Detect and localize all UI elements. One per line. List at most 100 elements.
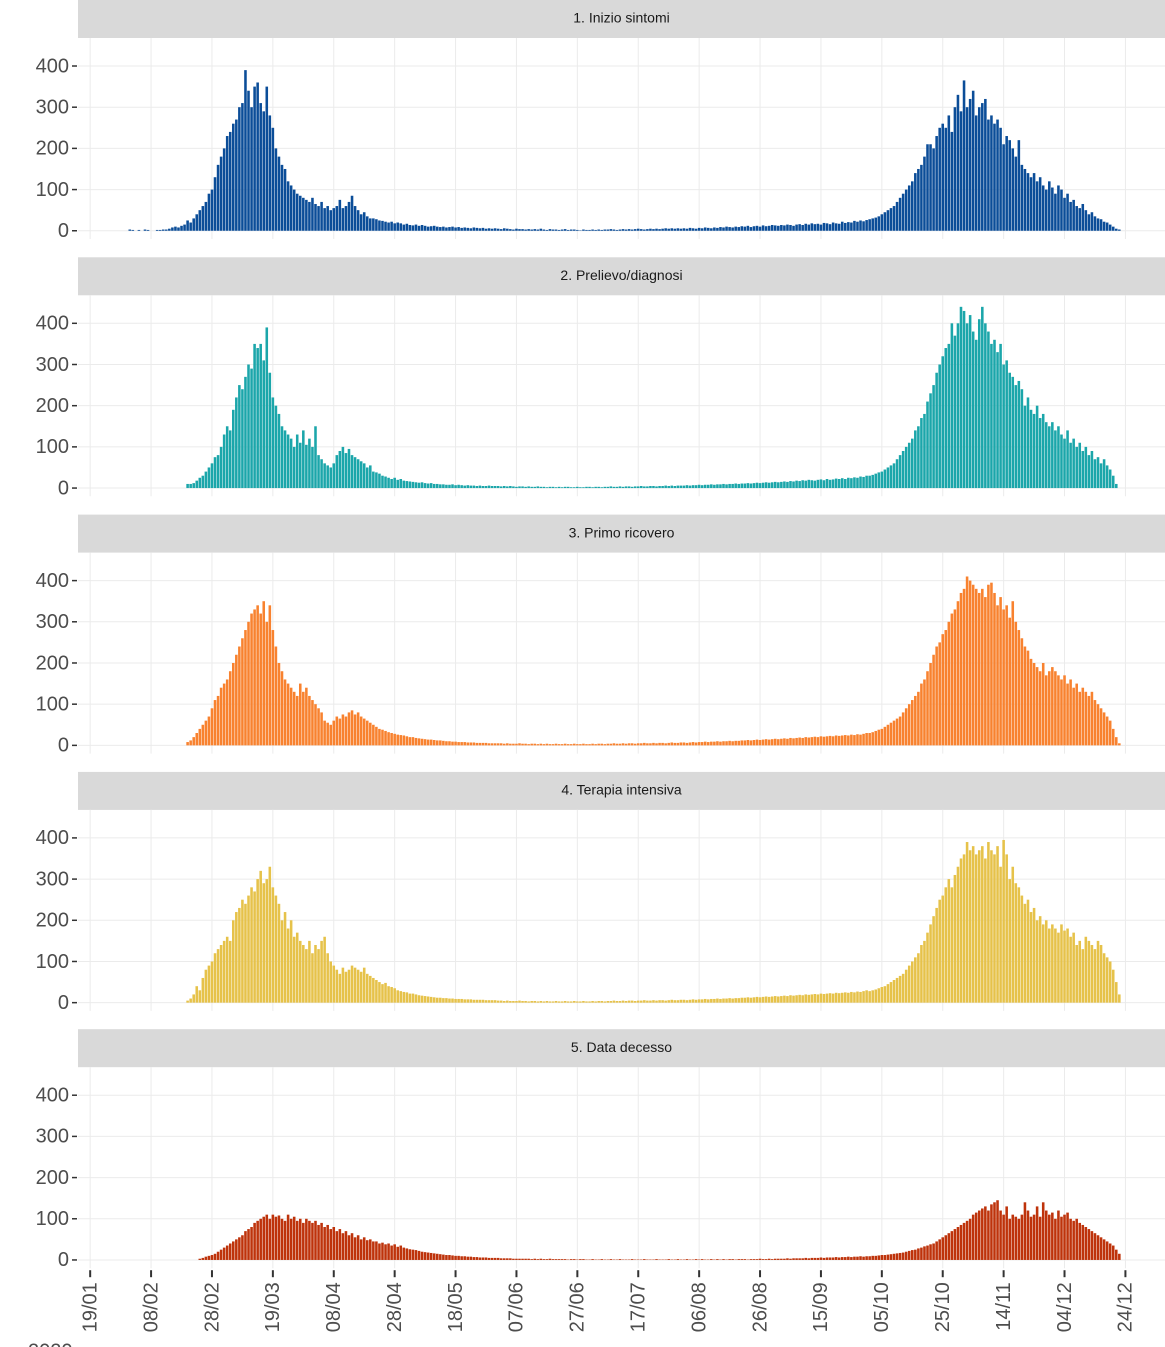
bar (372, 724, 375, 746)
bar (728, 998, 731, 1003)
bar (837, 1257, 841, 1260)
bar (731, 483, 734, 489)
bar (810, 994, 814, 1003)
bar (585, 744, 588, 746)
bar (1038, 177, 1042, 231)
bar (862, 733, 865, 746)
bar (225, 1245, 229, 1260)
bar (850, 1257, 853, 1260)
bar (1057, 932, 1060, 1003)
bar (859, 734, 862, 746)
bar (1044, 675, 1048, 746)
bar (685, 1000, 689, 1003)
bar (588, 229, 591, 231)
bar (554, 229, 558, 231)
bar (923, 1246, 926, 1260)
y-tick-label: 100 (36, 436, 69, 458)
bar (810, 1257, 814, 1260)
y-tick-label: 300 (36, 868, 69, 890)
bar (1118, 1253, 1121, 1260)
bar (1038, 1216, 1042, 1260)
bar (308, 438, 311, 489)
bar (268, 605, 272, 746)
x-tick-label: 08/04 (323, 1282, 345, 1332)
bar (767, 1258, 771, 1260)
bar (347, 969, 351, 1003)
bar (350, 965, 354, 1003)
bar (993, 339, 996, 489)
y-tick-label: 0 (58, 1249, 69, 1271)
bar (317, 949, 320, 1003)
bar (1020, 638, 1024, 746)
bar (643, 742, 646, 746)
bar (761, 482, 765, 489)
bar (825, 223, 829, 231)
bar (1090, 212, 1094, 231)
bar (235, 654, 238, 746)
bar (338, 450, 342, 489)
bar (710, 998, 713, 1003)
bar (417, 482, 421, 489)
bar (923, 940, 926, 1003)
bar (481, 742, 485, 746)
bar (545, 743, 549, 746)
bar (1020, 895, 1024, 1003)
bar (649, 1000, 652, 1003)
bar (302, 430, 305, 489)
bar (244, 1231, 247, 1260)
bar (1066, 193, 1069, 231)
bar (801, 1258, 804, 1260)
bar (856, 221, 859, 231)
bar (1035, 181, 1039, 231)
bar (1102, 953, 1106, 1003)
bar (725, 484, 728, 489)
bar (542, 486, 546, 489)
bar (990, 582, 993, 746)
bar (901, 450, 905, 489)
bar (451, 484, 454, 489)
bar (844, 479, 847, 489)
bar (335, 969, 339, 1003)
bar (1029, 409, 1033, 489)
bar (792, 481, 795, 489)
bar (716, 741, 719, 746)
bar (195, 733, 199, 746)
bar (420, 995, 424, 1003)
bar (953, 107, 957, 231)
bar (770, 739, 774, 746)
bar (280, 671, 284, 746)
bar (372, 977, 375, 1003)
bar (417, 995, 421, 1003)
bar (783, 1258, 786, 1260)
bar (1072, 199, 1075, 231)
bar (1081, 203, 1085, 231)
bar (889, 465, 893, 489)
bar (1023, 646, 1027, 746)
bar (926, 1245, 929, 1260)
bar (624, 743, 628, 746)
bar (1020, 389, 1024, 489)
bar (423, 483, 427, 489)
bar (509, 229, 512, 231)
x-tick-label: 07/06 (506, 1282, 528, 1332)
bar (1029, 177, 1033, 231)
bar (728, 740, 731, 746)
bar (737, 483, 741, 489)
bar (539, 486, 543, 489)
bar (1115, 483, 1118, 489)
bar (207, 716, 211, 746)
bar (1087, 455, 1091, 489)
bar (1096, 1235, 1100, 1260)
bar (917, 953, 920, 1003)
bar (454, 998, 457, 1003)
bar (786, 738, 789, 746)
bar (740, 483, 744, 489)
bar (929, 662, 932, 746)
bar (868, 991, 871, 1003)
bar (344, 1231, 348, 1260)
bar (1054, 1218, 1057, 1260)
bar (713, 227, 716, 231)
bar (819, 1257, 823, 1260)
bar (987, 331, 990, 489)
bar (566, 486, 570, 489)
